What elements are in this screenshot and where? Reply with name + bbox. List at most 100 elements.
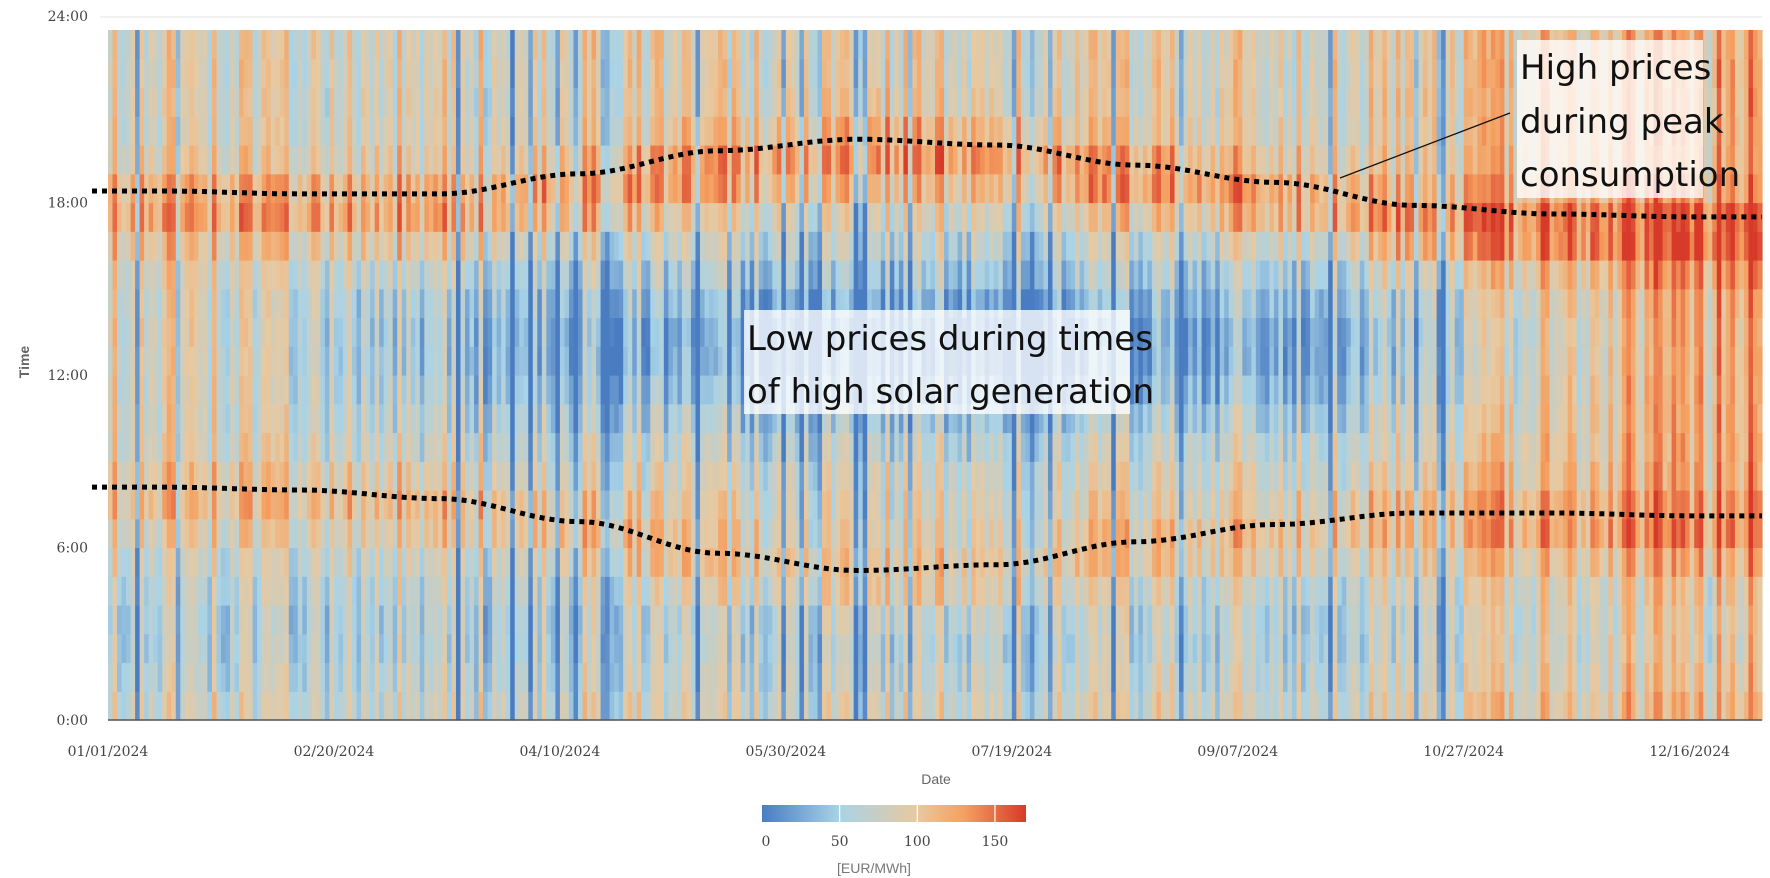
heatmap-cell [279,605,285,635]
heatmap-cell [352,547,358,577]
heatmap-cell [446,490,453,520]
heatmap-cell [609,518,615,549]
heatmap-cell [898,145,904,175]
heatmap-cell [654,145,660,175]
heatmap-cell [514,375,520,405]
heatmap-cell [293,30,299,60]
heatmap-cell [650,346,656,376]
heatmap-cell [162,317,168,347]
heatmap-cell [858,87,864,117]
heatmap-cell [397,605,403,635]
heatmap-cell [239,173,245,204]
heatmap-cell [794,518,801,549]
heatmap-cell [749,116,755,146]
heatmap-cell [564,288,570,319]
heatmap-cell [157,317,163,347]
heatmap-cell [207,432,213,462]
heatmap-cell [704,633,710,664]
heatmap-cell [989,547,995,577]
heatmap-cell [767,605,773,635]
heatmap-cell [907,87,914,117]
heatmap-cell [727,633,733,664]
heatmap-cell [175,317,181,347]
heatmap-cell [700,691,706,721]
heatmap-cell [889,403,895,434]
heatmap-cell [722,633,728,664]
heatmap-cell [532,116,538,146]
heatmap-cell [677,432,683,462]
heatmap-cell [700,288,706,319]
heatmap-cell [740,173,746,204]
heatmap-cell [171,30,177,60]
heatmap-cell [772,691,778,721]
heatmap-cell [347,202,353,232]
heatmap-cell [898,662,904,692]
heatmap-cell [446,173,453,204]
heatmap-cell [636,346,642,376]
heatmap-cell [541,116,547,146]
heatmap-cell [433,662,439,692]
heatmap-cell [266,58,272,89]
heatmap-cell [501,30,507,60]
heatmap-cell [207,30,213,60]
heatmap-cell [469,576,475,606]
heatmap-cell [1016,518,1022,549]
heatmap-cell [139,691,145,721]
heatmap-cell [505,346,511,376]
heatmap-cell [361,403,367,434]
heatmap-cell [225,317,231,347]
heatmap-cell [618,260,624,290]
heatmap-cell [559,116,566,146]
heatmap-cell [433,231,439,261]
heatmap-cell [993,576,999,606]
heatmap-cell [121,633,127,664]
heatmap-cell [623,605,629,635]
heatmap-cell [465,202,471,232]
heatmap-cell [632,403,638,434]
heatmap-cell [257,403,263,434]
heatmap-cell [876,116,882,146]
heatmap-cell [401,173,407,204]
heatmap-cell [1034,490,1040,520]
heatmap-cell [754,87,760,117]
heatmap-cell [790,662,796,692]
heatmap-cell [446,633,453,664]
heatmap-cell [347,317,353,347]
heatmap-cell [519,403,525,434]
heatmap-cell [483,605,489,635]
heatmap-cell [853,58,859,89]
heatmap-cell [171,173,177,204]
heatmap-cell [921,87,927,117]
heatmap-cell [424,346,430,376]
heatmap-cell [293,173,299,204]
heatmap-cell [993,260,999,290]
heatmap-cell [862,518,868,549]
heatmap-cell [356,30,362,60]
heatmap-cell [668,547,674,577]
heatmap-cell [437,87,444,117]
heatmap-cell [767,260,773,290]
heatmap-cell [966,461,972,491]
heatmap-cell [930,633,936,664]
heatmap-cell [1025,30,1031,60]
heatmap-cell [980,633,986,664]
heatmap-cell [523,490,529,520]
heatmap-cell [817,662,823,692]
heatmap-cell [876,173,882,204]
heatmap-cell [975,58,981,89]
heatmap-cell [935,576,941,606]
heatmap-cell [998,145,1004,175]
heatmap-cell [889,633,895,664]
heatmap-cell [424,145,430,175]
heatmap-cell [871,145,877,175]
heatmap-cell [663,375,669,405]
heatmap-cell [528,145,534,175]
heatmap-cell [528,547,534,577]
heatmap-cell [234,202,240,232]
heatmap-cell [600,173,606,204]
heatmap-cell [166,691,172,721]
heatmap-cell [998,576,1004,606]
heatmap-cell [984,30,990,60]
heatmap-cell [853,662,859,692]
heatmap-cell [541,30,547,60]
